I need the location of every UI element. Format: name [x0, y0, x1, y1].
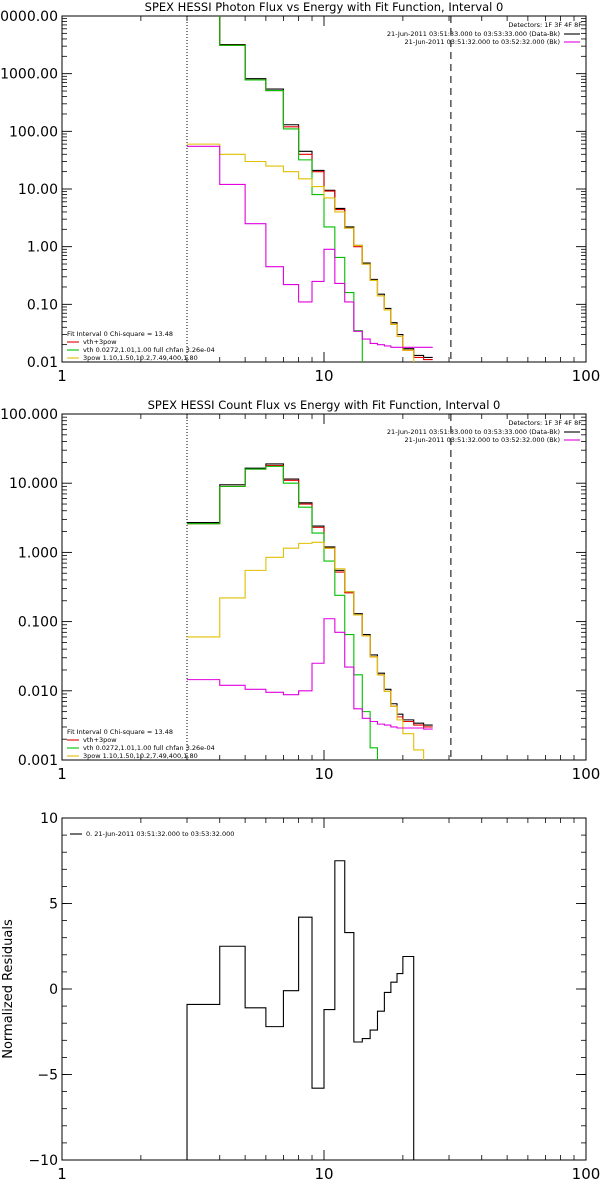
y-tick-label: 100.00 [9, 124, 58, 140]
y-tick-label: −5 [37, 1068, 58, 1084]
chart-1: SPEX HESSI Count Flux vs Energy with Fit… [0, 398, 600, 783]
x-tick-label: 1 [57, 367, 67, 385]
x-tick-label: 100 [572, 1165, 600, 1183]
x-tick-label: 1 [57, 1165, 67, 1183]
series-line-4 [187, 618, 433, 730]
series-line-2 [187, 465, 379, 760]
fit-info-label: vth+3pow [83, 338, 117, 346]
y-tick-label: 10 [40, 811, 58, 827]
plot-frame [61, 817, 587, 1161]
chart-title: SPEX HESSI Photon Flux vs Energy with Fi… [145, 0, 504, 14]
legend-entry-label: 0. 21-Jun-2011 03:51:32.000 to 03:53:32.… [86, 830, 234, 838]
x-tick-label: 100 [572, 367, 600, 385]
legend-title: Detectors: 1F 3F 4F 8F [508, 21, 582, 29]
y-tick-label: 1.000 [18, 545, 58, 561]
legend-entry-label: 21-Jun-2011 03:51:33.000 to 03:53:33.000… [387, 428, 560, 436]
chart-title: SPEX HESSI Count Flux vs Energy with Fit… [148, 398, 501, 412]
plot-area [186, 860, 415, 1160]
y-tick-label: 0 [49, 982, 58, 998]
x-tick-label: 10 [314, 1165, 333, 1183]
legend-title: Detectors: 1F 3F 4F 8F [508, 419, 582, 427]
fit-info-header: Fit Interval 0 Chi-square = 13.48 [67, 728, 173, 736]
fit-info-label: vth 0.0272,1.01,1.00 full chfan 3.26e-04 [83, 744, 215, 752]
fit-info-label: 3pow 1.10,1.50,10.2,7.49,400,1.80 [83, 354, 198, 362]
x-tick-label: 1 [57, 765, 67, 783]
y-tick-label: 1.00 [27, 240, 58, 256]
chart-0: SPEX HESSI Photon Flux vs Energy with Fi… [0, 0, 600, 385]
y-tick-label: 100.000 [0, 407, 58, 423]
y-tick-label: 10000.00 [0, 9, 58, 25]
y-tick-label: 0.010 [18, 684, 58, 700]
fit-info-label: vth 0.0272,1.01,1.00 full chfan 3.26e-04 [83, 346, 215, 354]
fit-info-label: 3pow 1.10,1.50,10.2,7.49,400,1.80 [83, 752, 198, 760]
fit-info-label: vth+3pow [83, 736, 117, 744]
y-tick-label: 1000.00 [0, 67, 58, 83]
legend-entry-label: 21-Jun-2011 03:51:33.000 to 03:53:33.000… [387, 30, 560, 38]
series-line-2 [219, 16, 363, 362]
y-tick-label: −10 [28, 1153, 58, 1169]
y-tick-label: 5 [49, 897, 58, 913]
y-tick-label: 0.001 [18, 753, 58, 769]
plot-area [186, 414, 452, 760]
legend-entry-label: 21-Jun-2011 03:51:32.000 to 03:52:32.000… [405, 436, 560, 444]
series-line-0 [187, 463, 433, 726]
series-line-1 [219, 16, 433, 361]
series-line-0 [186, 860, 415, 1160]
y-tick-label: 10.000 [9, 476, 58, 492]
plot-area [186, 16, 452, 362]
chart-2: 1 10 100 −10 −5 0 5 10 Normalized Residuals 0. 21… [1, 811, 600, 1183]
y-axis-label: Normalized Residuals [1, 919, 16, 1059]
series-line-3 [187, 143, 415, 362]
series-line-4 [187, 145, 433, 348]
series-line-1 [187, 464, 433, 728]
plot-frame [61, 413, 587, 761]
x-tick-label: 10 [314, 765, 333, 783]
x-tick-label: 10 [314, 367, 333, 385]
y-tick-label: 10.00 [18, 182, 58, 198]
y-tick-label: 0.100 [18, 615, 58, 631]
x-tick-label: 100 [572, 765, 600, 783]
y-tick-label: 0.01 [27, 355, 58, 371]
series-line-0 [219, 16, 433, 358]
series-line-3 [187, 541, 425, 760]
legend-entry-label: 21-Jun-2011 03:51:32.000 to 03:52:32.000… [405, 38, 560, 46]
y-tick-label: 0.10 [27, 297, 58, 313]
fit-info-header: Fit Interval 0 Chi-square = 13.48 [67, 330, 173, 338]
